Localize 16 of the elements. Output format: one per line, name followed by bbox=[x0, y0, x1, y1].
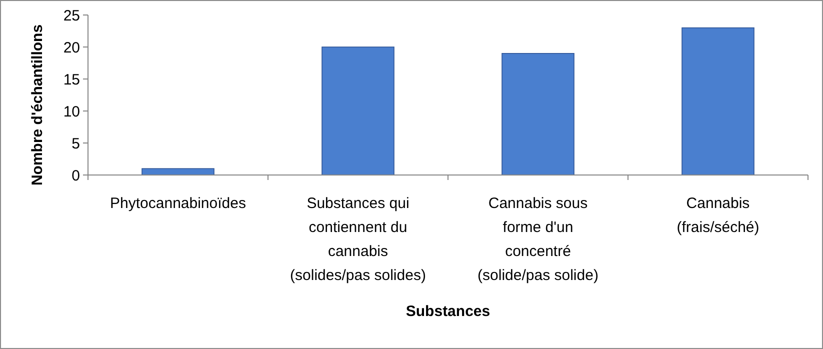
x-tick-label: Cannabis sous forme d'un concentré (solide/pas solide) bbox=[478, 195, 598, 284]
x-tick-label: Substances qui contiennent du cannabis (solides/pas solides) bbox=[290, 195, 426, 284]
y-tick-label: 10 bbox=[63, 103, 80, 120]
x-tick-label: Cannabis (frais/séché) bbox=[676, 195, 760, 236]
y-tick-label: 20 bbox=[63, 39, 80, 56]
y-tick-label: 5 bbox=[72, 135, 80, 152]
bar bbox=[142, 168, 214, 176]
bar bbox=[322, 46, 394, 176]
bar bbox=[682, 27, 754, 176]
x-tick-label: Phytocannabinoïdes bbox=[110, 195, 246, 212]
y-tick-label: 15 bbox=[63, 71, 80, 88]
y-tick-label: 0 bbox=[72, 167, 80, 184]
y-axis-title: Nombre d'échantillons bbox=[29, 24, 46, 186]
y-tick-label: 25 bbox=[63, 7, 80, 24]
x-axis-title: Substances bbox=[406, 303, 490, 320]
bar bbox=[502, 53, 574, 176]
